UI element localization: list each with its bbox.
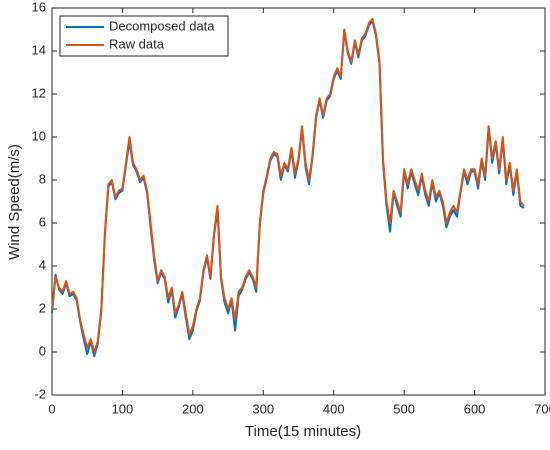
x-tick-label: 400 xyxy=(323,401,345,416)
x-tick-label: 0 xyxy=(48,401,55,416)
y-tick-label: 2 xyxy=(39,300,46,315)
x-tick-label: 500 xyxy=(393,401,415,416)
legend-label: Raw data xyxy=(109,36,165,51)
y-tick-label: -2 xyxy=(34,386,46,401)
x-tick-label: 300 xyxy=(252,401,274,416)
legend-label: Decomposed data xyxy=(109,18,215,33)
y-axis-label: Wind Speed(m/s) xyxy=(6,144,23,260)
y-tick-label: 12 xyxy=(32,85,46,100)
y-tick-label: 14 xyxy=(32,42,46,57)
x-tick-label: 600 xyxy=(464,401,486,416)
legend-box xyxy=(59,15,229,57)
y-tick-label: 16 xyxy=(32,0,46,14)
x-tick-label: 200 xyxy=(182,401,204,416)
x-axis-label: Time(15 minutes) xyxy=(245,423,361,440)
x-tick-label: 100 xyxy=(112,401,134,416)
data-line xyxy=(51,17,525,353)
x-tick-label: 700 xyxy=(534,401,550,416)
y-tick-label: 4 xyxy=(39,257,46,272)
y-tick-label: 10 xyxy=(32,128,46,143)
y-tick-label: 0 xyxy=(39,343,46,358)
plot-area xyxy=(51,7,546,396)
y-tick-label: 6 xyxy=(39,214,46,229)
y-tick-label: 8 xyxy=(39,171,46,186)
